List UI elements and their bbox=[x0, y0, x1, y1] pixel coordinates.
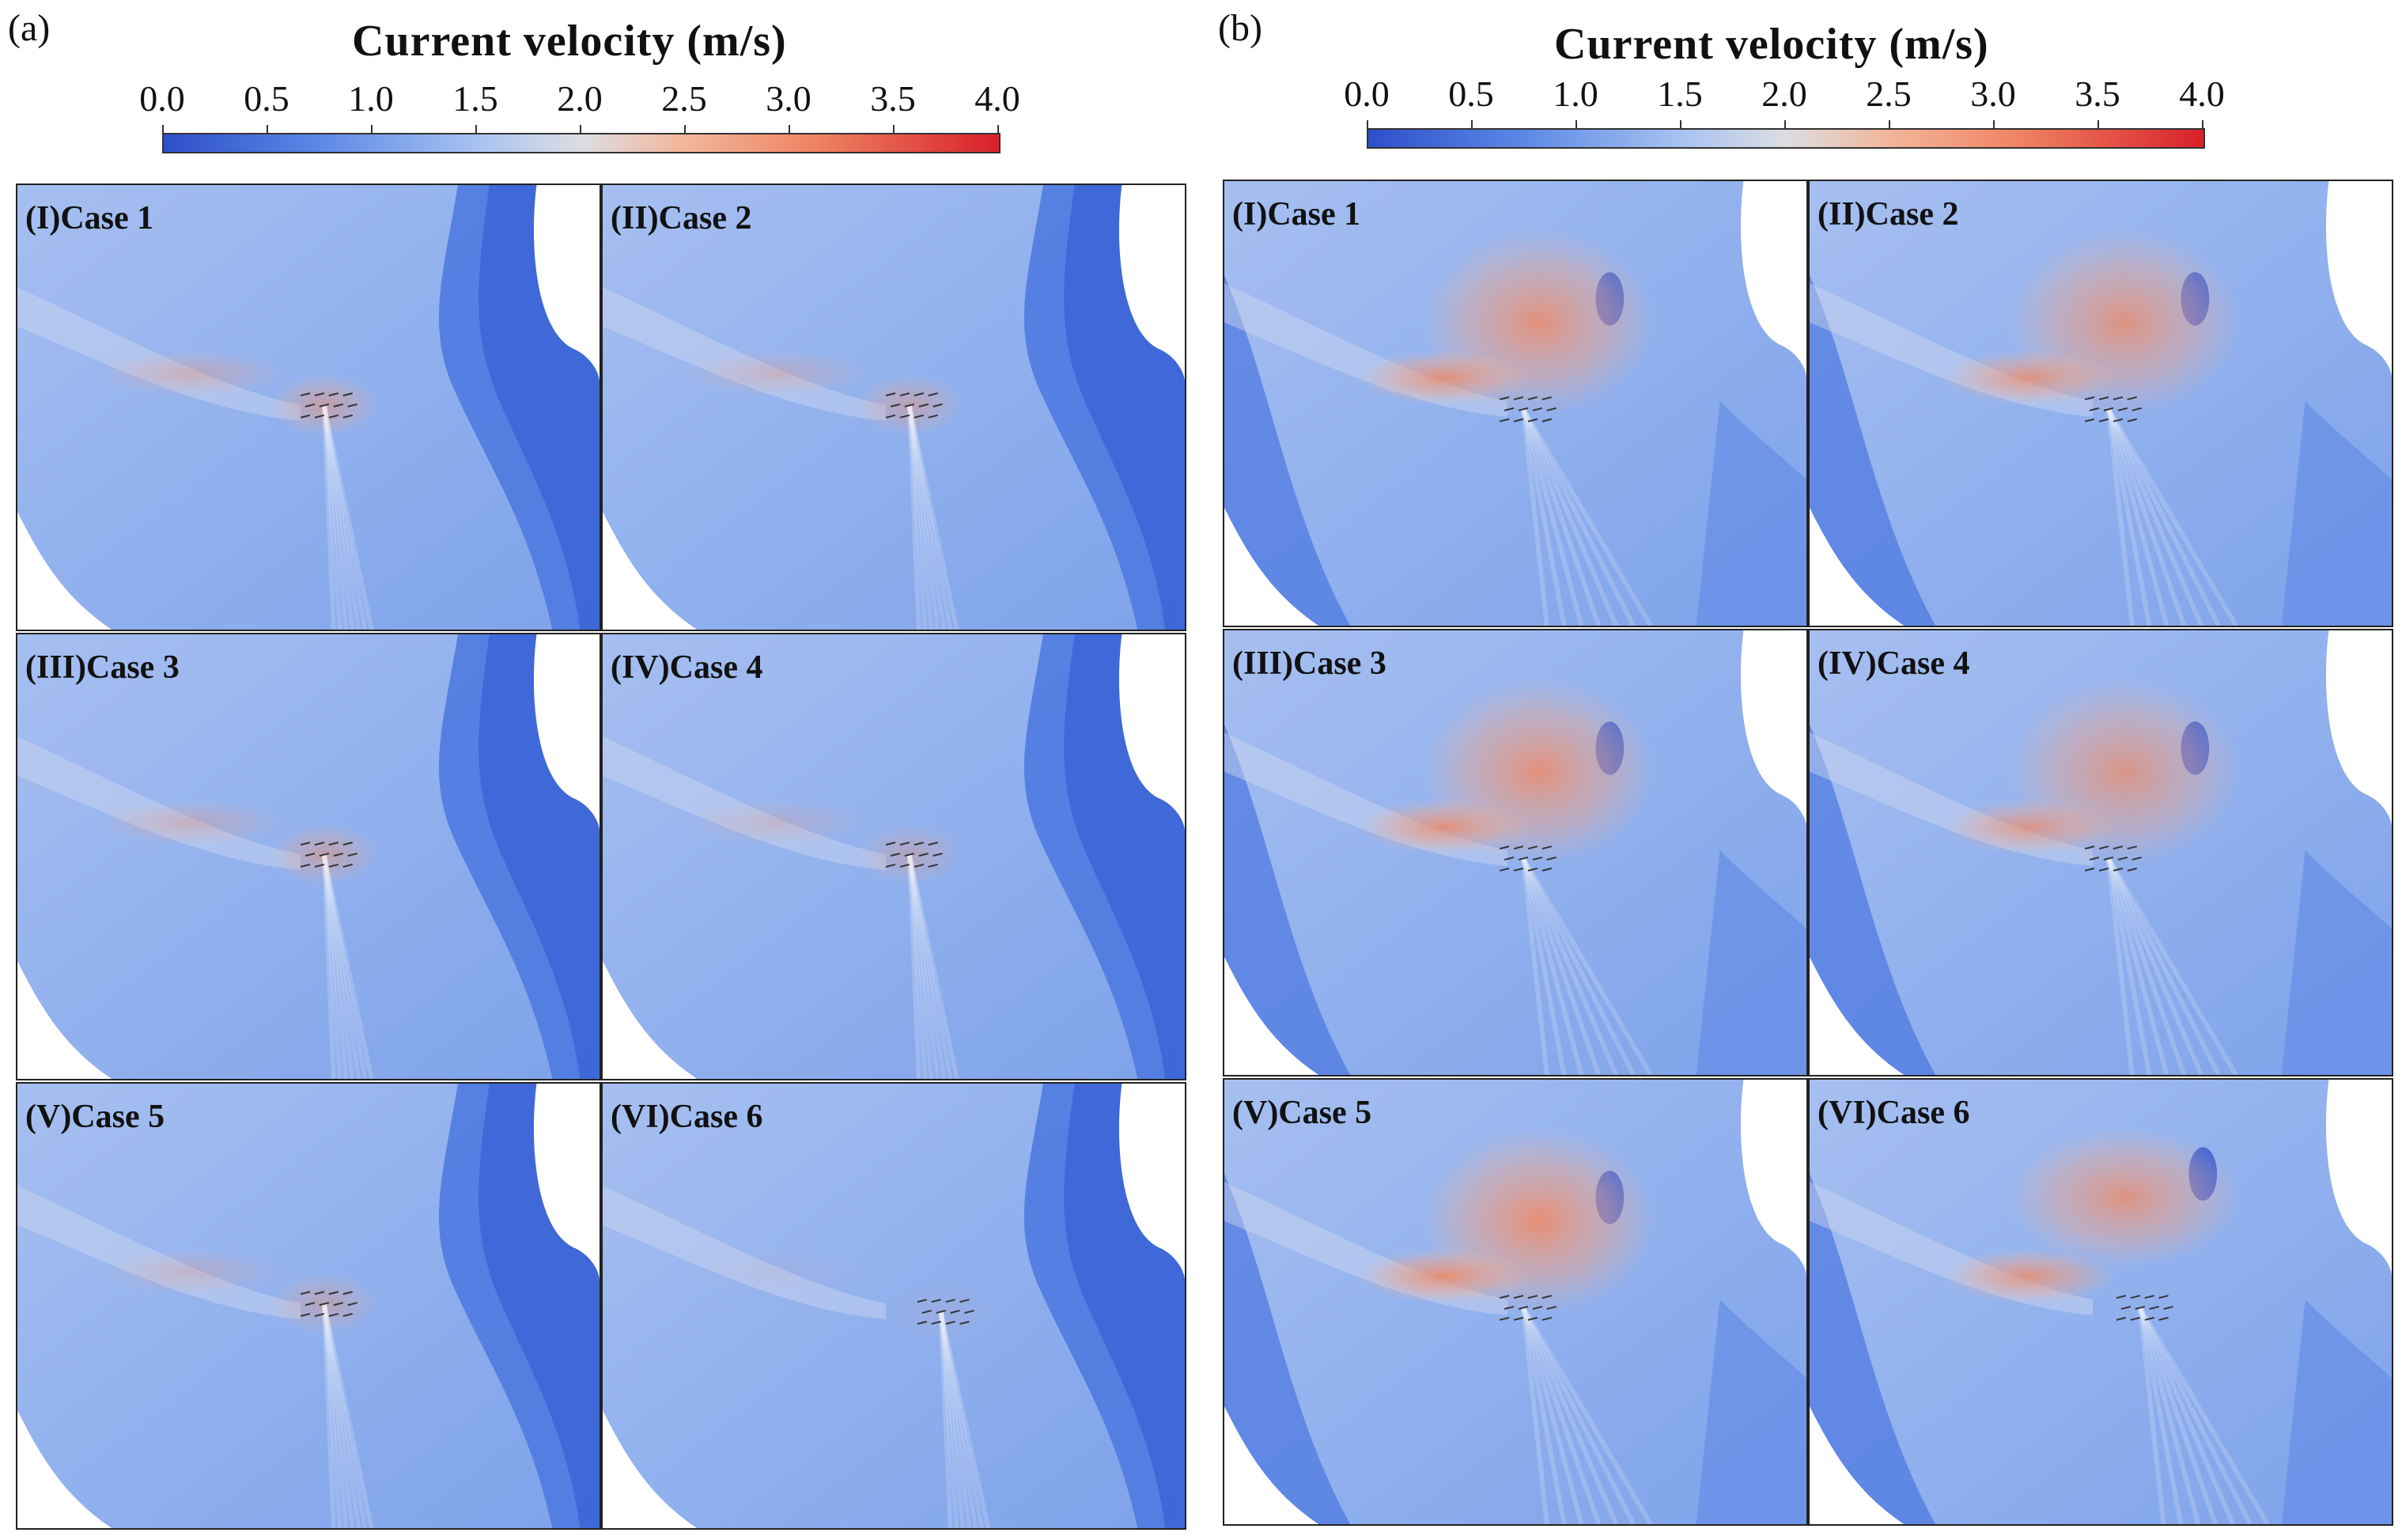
colorbar-tickmark bbox=[2202, 120, 2203, 130]
velocity-field-map bbox=[1224, 1080, 1806, 1524]
panel-case-3: (III)Case 3 bbox=[1223, 629, 1808, 1076]
colorbar-tick: 3.0 bbox=[1970, 74, 2016, 114]
velocity-field-map bbox=[1810, 630, 2392, 1075]
panel-label: (IV)Case 4 bbox=[611, 649, 763, 686]
panel-case-3: (III)Case 3 bbox=[16, 633, 601, 1080]
colorbar-tickmark bbox=[1575, 120, 1577, 130]
panel-label: (V)Case 5 bbox=[25, 1099, 165, 1135]
colorbar-title-a: Current velocity (m/s) bbox=[352, 17, 787, 66]
panel-case-6: (VI)Case 6 bbox=[601, 1082, 1186, 1530]
panel-case-4: (IV)Case 4 bbox=[601, 633, 1186, 1080]
panel-label: (VI)Case 6 bbox=[1818, 1095, 1970, 1131]
panel-case-4: (IV)Case 4 bbox=[1808, 629, 2393, 1076]
colorbar-tickmark bbox=[789, 125, 790, 134]
panel-label: (V)Case 5 bbox=[1232, 1095, 1372, 1131]
colorbar-tickmark bbox=[893, 125, 895, 134]
colorbar-tick: 2.5 bbox=[661, 78, 707, 119]
velocity-field-map bbox=[1810, 181, 2392, 626]
colorbar-tick: 1.0 bbox=[1553, 74, 1598, 114]
panel-label: (III)Case 3 bbox=[1232, 645, 1386, 682]
velocity-field-map bbox=[1810, 1080, 2392, 1524]
colorbar-tick: 2.0 bbox=[1761, 74, 1807, 114]
colorbar-tickmark bbox=[2097, 120, 2099, 130]
colorbar-tick: 1.5 bbox=[1657, 74, 1703, 114]
panel-label: (I)Case 1 bbox=[1232, 196, 1361, 233]
colorbar-tickmark bbox=[684, 125, 686, 134]
colorbar-gradient bbox=[162, 133, 1001, 153]
colorbar-tickmark bbox=[1367, 120, 1368, 130]
panel-case-5: (V)Case 5 bbox=[16, 1082, 601, 1530]
colorbar-tick: 4.0 bbox=[2179, 74, 2225, 114]
velocity-field-map bbox=[1224, 181, 1806, 626]
panel-label: (III)Case 3 bbox=[25, 649, 180, 686]
velocity-field-map bbox=[603, 1084, 1185, 1528]
colorbar-tickmark bbox=[580, 125, 581, 134]
colorbar-tick: 3.5 bbox=[2075, 74, 2120, 114]
panel-label: (II)Case 2 bbox=[611, 200, 752, 236]
colorbar-tickmark bbox=[267, 125, 268, 134]
velocity-field-map bbox=[17, 634, 600, 1079]
colorbar-tickmark bbox=[1784, 120, 1786, 130]
panel-case-5: (V)Case 5 bbox=[1223, 1078, 1808, 1526]
colorbar-gradient bbox=[1367, 128, 2205, 149]
panel-label: (VI)Case 6 bbox=[611, 1099, 763, 1135]
colorbar-tick: 2.5 bbox=[1866, 74, 1912, 114]
colorbar-tick: 1.0 bbox=[348, 78, 394, 119]
panel-label: (II)Case 2 bbox=[1818, 196, 1959, 233]
colorbar-tickmark bbox=[162, 125, 164, 134]
colorbar-tick: 4.0 bbox=[974, 78, 1020, 119]
velocity-field-map bbox=[603, 634, 1185, 1079]
panel-case-1: (I)Case 1 bbox=[1223, 180, 1808, 627]
colorbar-tickmark bbox=[1680, 120, 1681, 130]
panel-case-2: (II)Case 2 bbox=[601, 184, 1186, 631]
panel-label: (IV)Case 4 bbox=[1818, 645, 1970, 682]
panel-label: (I)Case 1 bbox=[25, 200, 154, 236]
group-label-a: (a) bbox=[8, 7, 51, 49]
colorbar-tickmark bbox=[1889, 120, 1890, 130]
colorbar-tick: 1.5 bbox=[452, 78, 498, 119]
colorbar-tick: 0.5 bbox=[244, 78, 289, 119]
panel-case-6: (VI)Case 6 bbox=[1808, 1078, 2393, 1526]
colorbar-tick: 0.0 bbox=[1344, 74, 1390, 114]
velocity-field-map bbox=[1224, 630, 1806, 1075]
colorbar-tick: 3.5 bbox=[870, 78, 916, 119]
group-label-b: (b) bbox=[1218, 7, 1262, 49]
velocity-field-map bbox=[603, 185, 1185, 630]
panel-case-2: (II)Case 2 bbox=[1808, 180, 2393, 627]
colorbar-tick: 0.0 bbox=[139, 78, 185, 119]
colorbar-tickmark bbox=[371, 125, 373, 134]
colorbar-tickmark bbox=[1471, 120, 1473, 130]
panel-case-1: (I)Case 1 bbox=[16, 184, 601, 631]
colorbar-title-b: Current velocity (m/s) bbox=[1554, 20, 1989, 69]
velocity-field-map bbox=[17, 1084, 600, 1528]
colorbar-tick: 2.0 bbox=[557, 78, 603, 119]
colorbar-tick: 0.5 bbox=[1448, 74, 1494, 114]
colorbar-tickmark bbox=[1993, 120, 1995, 130]
colorbar-tick: 3.0 bbox=[766, 78, 811, 119]
colorbar-tickmark bbox=[997, 125, 999, 134]
colorbar-tickmark bbox=[475, 125, 477, 134]
velocity-field-map bbox=[17, 185, 600, 630]
